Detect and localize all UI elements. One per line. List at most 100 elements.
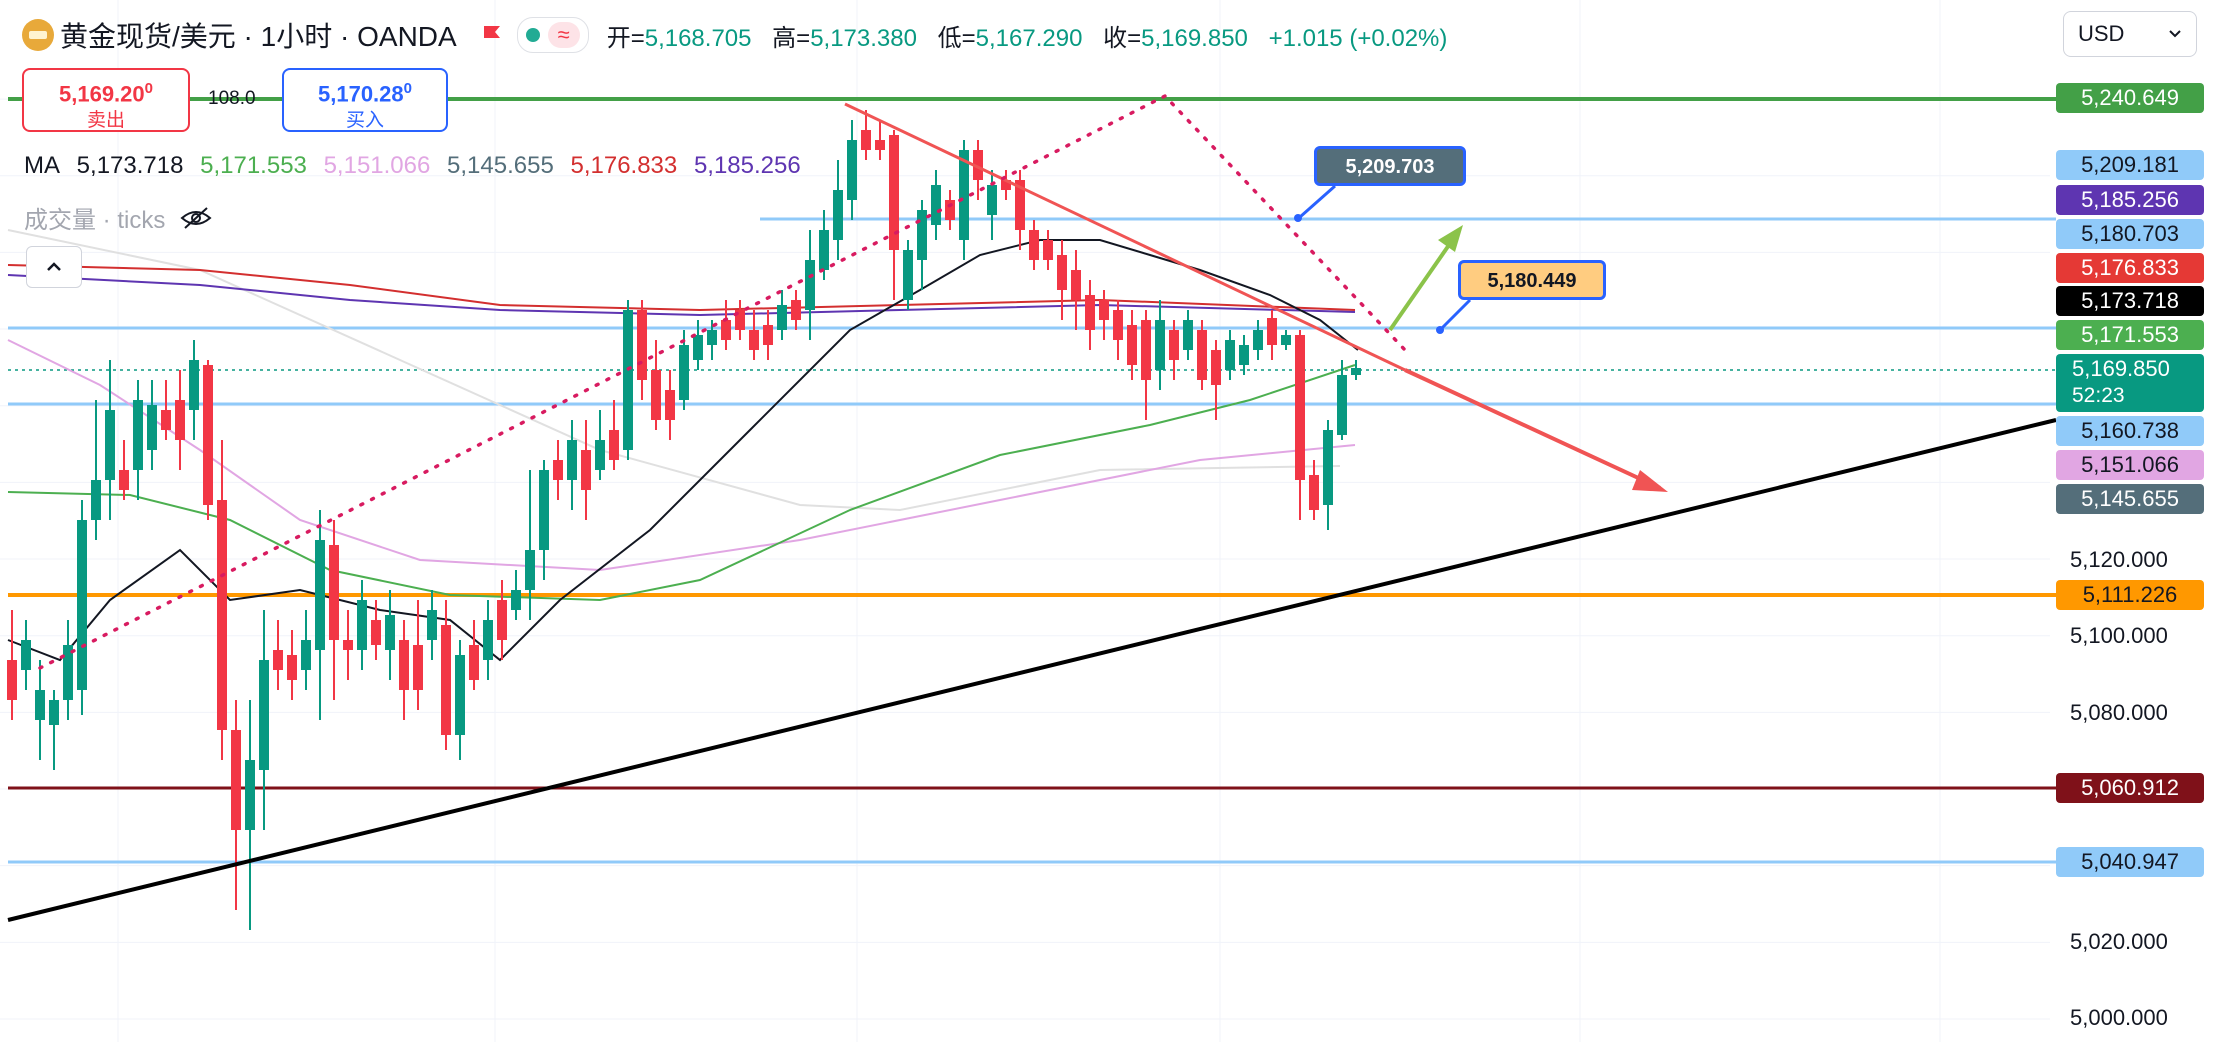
candle-up [819, 230, 829, 270]
volume-label: 成交量 · ticks [24, 207, 166, 234]
candle-down [791, 300, 801, 320]
projection-arrow-head [1632, 470, 1668, 492]
buy-price: 5,170.28 [318, 81, 404, 107]
low-label: 低= [937, 24, 976, 52]
axis-tag-support-resistance: 5,240.649 [2056, 83, 2204, 113]
candle-down [161, 410, 171, 430]
axis-tag-ma: 5,171.553 [2056, 320, 2204, 350]
candle-up [679, 345, 689, 400]
candle-up [1281, 335, 1291, 345]
candle-down [1113, 310, 1123, 340]
candle-up [1351, 368, 1361, 375]
ascending-trendline [7, 418, 2057, 922]
candle-down [399, 640, 409, 690]
candle-down [1001, 180, 1011, 190]
ma-value-4: 5,145.655 [447, 152, 554, 179]
ma-value-3: 5,151.066 [323, 152, 431, 179]
candle-down [651, 370, 661, 420]
candle-up [49, 700, 59, 725]
currency-select[interactable]: USD [2063, 11, 2197, 57]
axis-tick: 5,100.000 [2070, 623, 2168, 648]
axis-tick: 5,020.000 [2070, 929, 2168, 954]
axis-tag-ma: 5,185.256 [2056, 185, 2204, 215]
axis-tag-level: 5,160.738 [2056, 416, 2204, 446]
candle-up [35, 690, 45, 720]
candle-up [1323, 430, 1333, 505]
last-price-tag: 5,169.850 52:23 [2056, 354, 2204, 412]
candle-up [245, 760, 255, 830]
moving-average-line [7, 264, 1356, 312]
axis-tag-level: 5,040.947 [2056, 847, 2204, 877]
spread-value: 108.0 [208, 88, 256, 109]
candle-down [749, 330, 759, 350]
bar-countdown: 52:23 [2072, 384, 2125, 407]
open-label: 开= [606, 24, 645, 52]
candle-up [693, 335, 703, 360]
candle-up [623, 310, 633, 450]
moving-average-line [7, 274, 1356, 317]
close-value: 5,169.850 [1141, 24, 1248, 52]
candle-up [847, 140, 857, 200]
callout-anchor [1294, 214, 1302, 222]
candle-up [1253, 330, 1263, 350]
axis-tag-ma: 5,173.718 [2056, 286, 2204, 316]
candle-up [525, 550, 535, 590]
candle-up [105, 410, 115, 480]
sell-button[interactable]: 5,169.200 卖出 [22, 68, 190, 132]
candle-up [483, 620, 493, 660]
candle-down [945, 200, 955, 220]
candle-down [497, 600, 507, 640]
collapse-legend-button[interactable] [26, 246, 82, 288]
sell-price: 5,169.20 [59, 81, 145, 107]
candle-up [147, 405, 157, 450]
high-label: 高= [772, 24, 811, 52]
candle-down [553, 460, 563, 480]
chevron-up-icon [47, 262, 61, 271]
candle-down [7, 660, 17, 700]
candle-up [595, 440, 605, 470]
high-value: 5,173.380 [810, 24, 917, 52]
callout-anchor [1436, 326, 1444, 334]
candle-down [1085, 295, 1095, 330]
candle-up [987, 185, 997, 215]
axis-tag-ma: 5,145.655 [2056, 484, 2204, 514]
callout-pointer [1299, 184, 1336, 219]
descending-trendline [844, 102, 1406, 372]
price-callout-target[interactable]: 5,180.449 [1458, 260, 1606, 300]
candle-up [833, 190, 843, 240]
candle-down [637, 310, 647, 380]
change-value: +1.015 (+0.02%) [1268, 24, 1448, 52]
candle-down [1043, 240, 1053, 260]
price-callout-upper[interactable]: 5,209.703 [1314, 146, 1466, 186]
market-status-pill[interactable]: ≈ [516, 17, 589, 53]
candle-up [931, 185, 941, 225]
candle-down [973, 150, 983, 180]
candle-up [511, 590, 521, 610]
buy-button[interactable]: 5,170.280 买入 [282, 68, 448, 132]
axis-tick: 5,000.000 [2070, 1005, 2168, 1030]
candle-down [175, 400, 185, 440]
dotted-path-line [38, 93, 1407, 670]
symbol-title[interactable]: 黄金现货/美元 · 1小时 · OANDA [60, 21, 457, 52]
axis-tag-level: 5,209.181 [2056, 150, 2204, 180]
callout-pointer [1438, 298, 1472, 332]
candle-up [1239, 345, 1249, 365]
volume-legend[interactable]: 成交量 · ticks [24, 200, 213, 235]
candle-up [1225, 340, 1235, 370]
candle-down [875, 140, 885, 150]
ma-legend[interactable]: MA 5,173.718 5,171.553 5,151.066 5,145.6… [24, 152, 811, 180]
candle-down [1197, 330, 1207, 380]
axis-tag-support-resistance: 5,111.226 [2056, 580, 2204, 610]
eye-hidden-icon[interactable] [179, 205, 213, 231]
candle-up [427, 610, 437, 640]
candle-down [609, 430, 619, 460]
flag-icon[interactable] [481, 24, 503, 46]
chevron-down-icon [2169, 30, 2181, 38]
candle-down [721, 320, 731, 340]
ma-label: MA [24, 152, 60, 179]
candle-down [1267, 318, 1277, 345]
candle-up [315, 540, 325, 650]
candle-down [413, 645, 423, 690]
